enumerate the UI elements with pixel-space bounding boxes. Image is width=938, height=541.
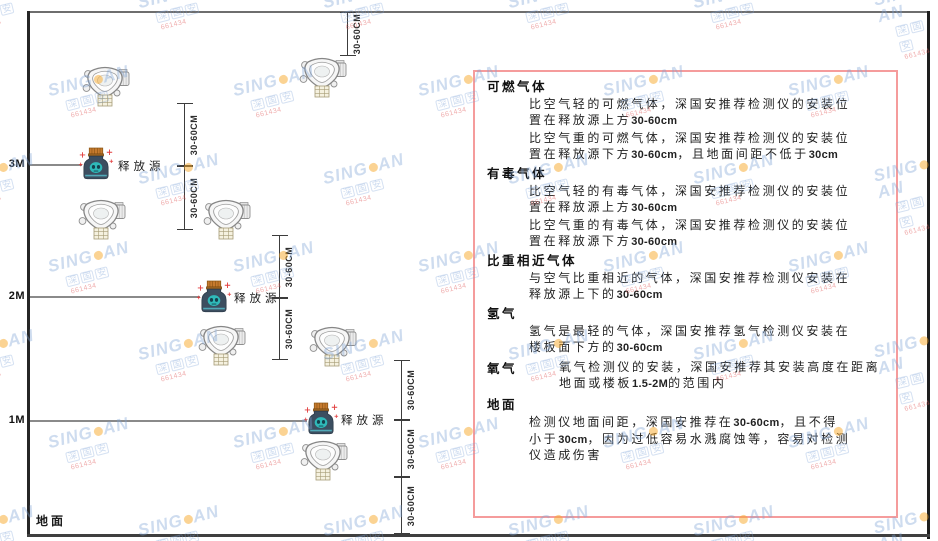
height-label-3m: 3M [8, 158, 25, 170]
section-title: 氢气 [487, 307, 518, 321]
height-line-2m [30, 296, 200, 298]
dimension-label: 30-60CM [284, 246, 294, 287]
section-paragraph: 氧气检测仪的安装，深国安推荐其安装高度在距离地面或楼板1.5-2M的范围内 [559, 360, 881, 390]
gas-detector-icon [299, 57, 347, 98]
info-panel: 可燃气体 比空气轻的可燃气体，深国安推荐检测仪的安装位置在释放源上方30-60c… [473, 70, 898, 518]
dimension-ceiling: 30-60CM [340, 12, 362, 56]
section-ground: 地面 检测仪地面间距，深国安推荐在30-60cm，且不得小于30cm，因为过低容… [487, 398, 884, 464]
dimension-below-2m: 30-60CM [272, 298, 294, 360]
height-line-1m [30, 420, 307, 422]
dimension-label: 30-60CM [189, 177, 199, 219]
section-paragraph: 比空气重的有毒气体，深国安推荐检测仪的安装位置在释放源下方30-60cm [529, 218, 851, 248]
gas-detector-icon [82, 66, 130, 107]
section-paragraph: 氢气是最轻的气体，深国安推荐氢气检测仪安装在楼板面下方的30-60cm [529, 324, 851, 354]
dimension-above-3m: 30-60CM [177, 103, 199, 166]
section-paragraph: 比空气轻的可燃气体，深国安推荐检测仪的安装位置在释放源上方30-60cm [529, 97, 851, 127]
height-line-3m [30, 164, 82, 166]
gas-detector-icon [198, 325, 246, 366]
dimension-label: 30-60CM [406, 428, 416, 469]
release-source-label: 释放源 [234, 293, 281, 305]
section-paragraph: 与空气比重相近的气体，深国安推荐检测仪安装在释放源上下的30-60cm [529, 271, 851, 301]
release-source-label: 释放源 [118, 161, 165, 173]
section-hydrogen: 氢气 氢气是最轻的气体，深国安推荐氢气检测仪安装在楼板面下方的30-60cm [487, 307, 884, 356]
left-wall-line [27, 11, 30, 537]
ground-label: 地面 [36, 514, 67, 528]
section-title: 有毒气体 [487, 167, 548, 181]
dimension-below-3m: 30-60CM [177, 166, 199, 230]
dimension-label: 30-60CM [406, 485, 416, 526]
section-paragraph: 比空气重的可燃气体，深国安推荐检测仪的安装位置在释放源下方30-60cm，且地面… [529, 131, 851, 161]
section-title: 可燃气体 [487, 80, 548, 94]
right-wall-line [927, 11, 930, 539]
dimension-label: 30-60CM [406, 369, 416, 411]
dimension-above-1m: 30-60CM [394, 360, 416, 420]
section-title: 氧气 [487, 362, 518, 376]
dimension-label: 30-60CM [284, 308, 294, 350]
release-source-label: 释放源 [341, 415, 388, 427]
dimension-label: 30-60CM [189, 114, 199, 155]
section-toxic-gas: 有毒气体 比空气轻的有毒气体，深国安推荐检测仪的安装位置在释放源上方30-60c… [487, 167, 884, 250]
ground-line [27, 534, 930, 537]
ceiling-line [27, 11, 930, 13]
dimension-label: 30-60CM [352, 13, 362, 55]
dimension-above-ground: 30-60CM [394, 477, 416, 534]
dimension-below-1m: 30-60CM [394, 420, 416, 477]
gas-detector-icon [203, 199, 251, 240]
height-label-1m: 1M [8, 414, 25, 426]
section-title: 地面 [487, 398, 518, 412]
section-title: 比重相近气体 [487, 254, 578, 268]
release-source-icon [78, 147, 114, 180]
section-oxygen: 氧气 氧气检测仪的安装，深国安推荐其安装高度在距离地面或楼板1.5-2M的范围内 [487, 358, 884, 394]
release-source-icon [303, 402, 339, 435]
release-source-icon [196, 280, 232, 313]
section-paragraph: 检测仪地面间距，深国安推荐在30-60cm，且不得小于30cm，因为过低容易水溅… [529, 415, 851, 462]
gas-detector-icon [78, 199, 126, 240]
gas-detector-icon [300, 440, 348, 481]
height-label-2m: 2M [8, 290, 25, 302]
section-paragraph: 比空气轻的有毒气体，深国安推荐检测仪的安装位置在释放源上方30-60cm [529, 184, 851, 214]
section-flammable-gas: 可燃气体 比空气轻的可燃气体，深国安推荐检测仪的安装位置在释放源上方30-60c… [487, 80, 884, 163]
gas-detector-icon [309, 326, 357, 367]
dimension-above-2m: 30-60CM [272, 235, 294, 298]
section-similar-density-gas: 比重相近气体 与空气比重相近的气体，深国安推荐检测仪安装在释放源上下的30-60… [487, 254, 884, 303]
